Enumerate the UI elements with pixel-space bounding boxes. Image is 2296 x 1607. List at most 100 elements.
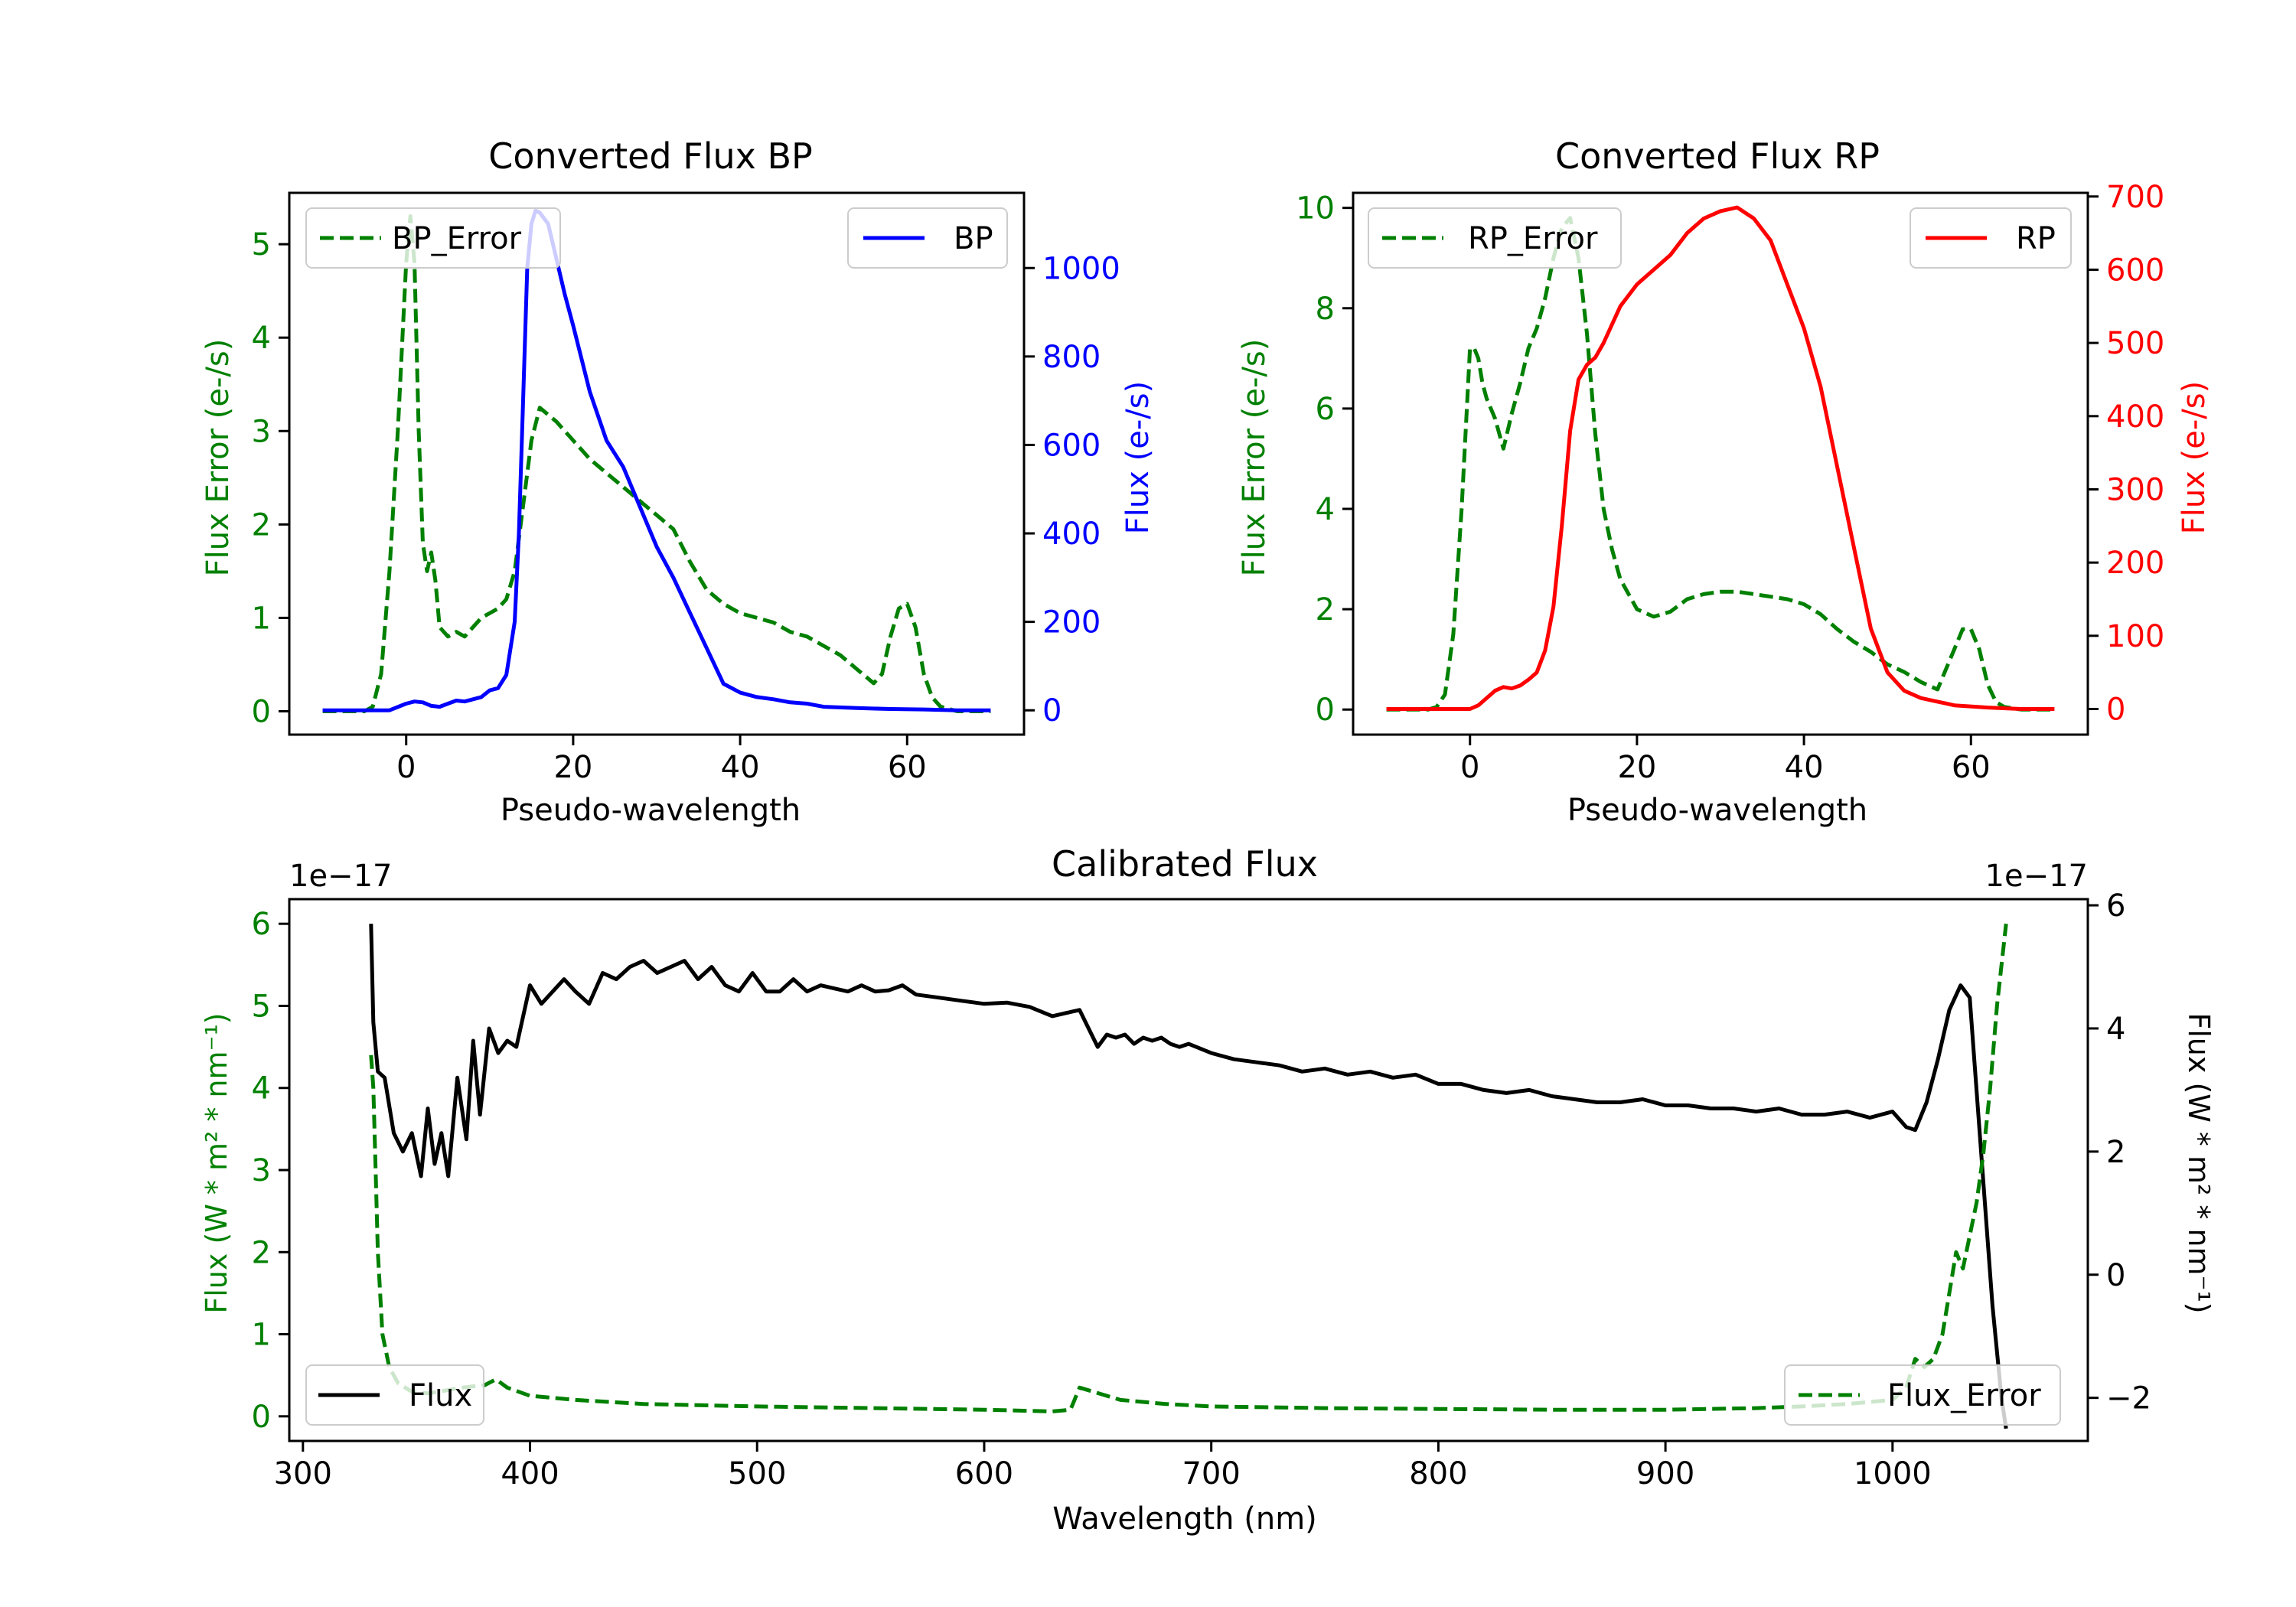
rp-panel: Converted Flux RP Pseudo-wavelength Flux… — [1237, 135, 2212, 828]
rp-xtick-label: 40 — [1785, 750, 1824, 785]
calibrated-legend-left: Flux — [305, 1364, 484, 1426]
rp-ytick-left-label: 0 — [1316, 693, 1335, 728]
rp-ytick-right-label: 600 — [2106, 253, 2164, 288]
rp-legend-right: RP — [1910, 207, 2072, 269]
bp-ylabel-right: Flux (e-/s) — [1120, 381, 1156, 534]
bp-legend-left: BP_Error — [305, 207, 561, 269]
rp-plot-frame — [1352, 191, 2089, 736]
calibrated-ylabel-right: Flux (W * m² * nm⁻¹) — [2182, 1012, 2216, 1313]
calibrated-xtick-label: 900 — [1636, 1456, 1694, 1491]
bp-xtick-label: 60 — [888, 750, 927, 785]
bp-line-bp-error — [322, 214, 991, 713]
bp-ytick-left-label: 1 — [252, 601, 271, 636]
rp-legend-flux-label: RP — [2016, 221, 2056, 256]
calibrated-panel: Calibrated Flux Wavelength (nm) Flux (W … — [200, 843, 2216, 1537]
calibrated-ytick-left-label: 1 — [252, 1318, 271, 1353]
calibrated-xlabel: Wavelength (nm) — [1052, 1501, 1317, 1537]
rp-ylabel-right: Flux (e-/s) — [2177, 381, 2212, 534]
bp-legend-flux-label: BP — [954, 221, 993, 256]
rp-legend-left-box — [1368, 207, 1622, 269]
bp-ytick-left-label: 5 — [252, 227, 271, 262]
bp-ytick-left-label: 4 — [252, 321, 271, 356]
rp-ytick-left-label: 4 — [1316, 492, 1335, 527]
rp-legend-left: RP_Error — [1368, 207, 1622, 269]
calibrated-ytick-right-label: 4 — [2106, 1012, 2125, 1047]
bp-ytick-right-label: 200 — [1042, 605, 1101, 641]
calibrated-line-flux — [369, 924, 2008, 1429]
rp-legend-right-box — [1910, 207, 2072, 269]
rp-ytick-right-label: 700 — [2106, 180, 2164, 215]
bp-xtick-label: 40 — [721, 750, 760, 785]
calibrated-xticks: 300 400 500 600 700 800 900 1000 — [274, 1441, 1932, 1491]
bp-yticks-right: 0 200 400 600 800 1000 — [1024, 251, 1120, 729]
calibrated-legend-error-label: Flux_Error — [1887, 1378, 2041, 1413]
rp-ytick-right-label: 0 — [2106, 693, 2125, 728]
calibrated-title: Calibrated Flux — [1052, 843, 1318, 885]
calibrated-ytick-left-label: 5 — [252, 989, 271, 1024]
calibrated-legend-left-box — [305, 1364, 484, 1426]
rp-xtick-label: 0 — [1460, 750, 1479, 785]
bp-title: Converted Flux BP — [488, 135, 813, 177]
rp-ytick-left-label: 8 — [1316, 292, 1335, 327]
bp-legend-left-box — [305, 207, 561, 269]
rp-ytick-right-label: 100 — [2106, 619, 2164, 654]
bp-ytick-right-label: 0 — [1042, 693, 1062, 729]
calibrated-ytick-left-label: 0 — [252, 1400, 271, 1435]
bp-yticks-left: 0 1 2 3 4 5 — [252, 227, 289, 729]
bp-xtick-label: 20 — [553, 750, 592, 785]
rp-series — [1386, 205, 2055, 712]
bp-xtick-label: 0 — [396, 750, 416, 785]
rp-xtick-label: 60 — [1952, 750, 1991, 785]
calibrated-yticks-left: 0 1 2 3 4 5 6 — [252, 907, 289, 1435]
bp-panel: Converted Flux BP Pseudo-wavelength Flux… — [201, 135, 1156, 828]
rp-xtick-label: 20 — [1617, 750, 1656, 785]
bp-legend-error-label: BP_Error — [392, 221, 522, 256]
rp-ytick-right-label: 300 — [2106, 472, 2164, 507]
rp-yticks-right: 0 100 200 300 400 500 600 700 — [2088, 180, 2164, 728]
calibrated-ytick-right-label: 6 — [2106, 888, 2125, 924]
calibrated-xtick-label: 1000 — [1854, 1456, 1932, 1491]
rp-ytick-left-label: 6 — [1316, 392, 1335, 427]
calibrated-legend-right-box — [1784, 1364, 2061, 1426]
bp-ytick-left-label: 2 — [252, 507, 271, 543]
bp-ytick-right-label: 1000 — [1042, 251, 1120, 286]
rp-line-rp — [1386, 205, 2055, 711]
rp-xlabel: Pseudo-wavelength — [1567, 793, 1867, 828]
bp-ytick-right-label: 800 — [1042, 340, 1101, 375]
bp-ytick-right-label: 400 — [1042, 517, 1101, 552]
calibrated-xtick-label: 800 — [1409, 1456, 1467, 1491]
calibrated-xtick-label: 300 — [274, 1456, 332, 1491]
rp-ytick-left-label: 10 — [1296, 191, 1335, 227]
calibrated-ytick-right-label: 2 — [2106, 1135, 2125, 1170]
calibrated-xtick-label: 600 — [955, 1456, 1013, 1491]
calibrated-plot-frame — [288, 898, 2089, 1442]
calibrated-xtick-label: 700 — [1182, 1456, 1240, 1491]
bp-xlabel: Pseudo-wavelength — [501, 793, 801, 828]
calibrated-ytick-left-label: 3 — [252, 1153, 271, 1188]
calibrated-xtick-label: 500 — [728, 1456, 786, 1491]
bp-legend-right-box — [847, 207, 1008, 269]
bp-ylabel-left: Flux Error (e-/s) — [201, 339, 236, 577]
calibrated-legend-right: Flux_Error — [1784, 1364, 2061, 1426]
calibrated-yticks-right: −2 0 2 4 6 — [2088, 888, 2151, 1416]
bp-xticks: 0 20 40 60 — [396, 735, 927, 785]
calibrated-ytick-left-label: 6 — [252, 907, 271, 942]
calibrated-legend-flux-label: Flux — [409, 1378, 472, 1413]
calibrated-ylabel-left: Flux (W * m² * nm⁻¹) — [200, 1012, 233, 1313]
rp-ytick-right-label: 400 — [2106, 399, 2164, 435]
bp-plot-frame — [288, 191, 1026, 736]
bp-ytick-left-label: 3 — [252, 414, 271, 449]
rp-title: Converted Flux RP — [1555, 135, 1880, 177]
rp-legend-error-label: RP_Error — [1468, 221, 1598, 256]
calibrated-ytick-right-label: 0 — [2106, 1258, 2125, 1293]
calibrated-offset-left: 1e−17 — [289, 859, 392, 894]
rp-ytick-left-label: 2 — [1316, 592, 1335, 627]
rp-ytick-right-label: 500 — [2106, 326, 2164, 361]
calibrated-ytick-right-label: −2 — [2106, 1381, 2151, 1416]
bp-legend-right: BP — [847, 207, 1008, 269]
rp-xticks: 0 20 40 60 — [1460, 735, 1991, 785]
calibrated-ytick-left-label: 2 — [252, 1235, 271, 1270]
rp-ytick-right-label: 200 — [2106, 546, 2164, 581]
calibrated-xtick-label: 400 — [501, 1456, 559, 1491]
